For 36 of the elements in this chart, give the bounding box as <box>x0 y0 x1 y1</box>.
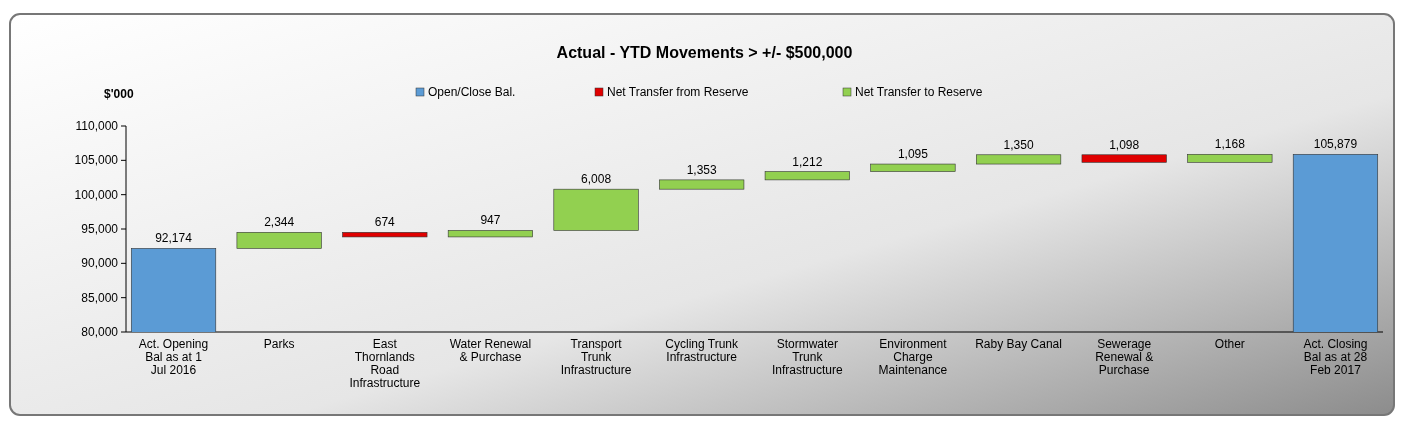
data-label: 1,212 <box>792 154 823 169</box>
y-tick-label: 95,000 <box>81 222 119 236</box>
data-label: 1,095 <box>897 147 929 162</box>
x-tick-label: Water Renewal & Purchase <box>449 337 532 364</box>
y-tick-label: 100,000 <box>74 187 119 202</box>
chart-title: Actual - YTD Movements > +/- $500,000 <box>556 44 853 61</box>
y-tick-label: 105,000 <box>74 153 119 168</box>
data-label: 92,174 <box>155 231 193 246</box>
x-tick-label: Other <box>1214 337 1245 351</box>
x-tick-label: Cycling Trunk Infrastructure <box>665 337 740 364</box>
data-label: 674 <box>374 215 396 230</box>
x-tick-label: Sewerage Renewal & Purchase <box>1095 337 1154 377</box>
data-label: 6,008 <box>581 172 612 187</box>
data-label: 1,098 <box>1109 137 1140 152</box>
y-axis-title: $'000 <box>104 87 134 101</box>
data-label: 947 <box>480 213 501 228</box>
y-tick-label: 85,000 <box>81 290 119 305</box>
x-tick-label: East Thornlands Road Infrastructure <box>349 337 421 390</box>
x-tick-label: Act. Opening Bal as at 1 Jul 2016 <box>138 337 209 377</box>
legend-label: Open/Close Bal. <box>428 85 516 99</box>
data-label: 1,353 <box>686 162 718 177</box>
y-tick-label: 80,000 <box>81 325 119 339</box>
x-tick-label: Act. Closing Bal as at 28 Feb 2017 <box>1303 337 1368 377</box>
x-tick-label: Raby Bay Canal <box>975 337 1062 351</box>
x-tick-label: Transport Trunk Infrastructure <box>560 337 632 377</box>
y-tick-label: 110,000 <box>75 119 119 133</box>
data-label: 1,168 <box>1214 137 1246 152</box>
x-tick-label: Parks <box>263 337 295 351</box>
legend-label: Net Transfer to Reserve <box>855 85 983 99</box>
data-label: 2,344 <box>264 215 295 230</box>
data-label: 105,879 <box>1313 137 1358 152</box>
legend-label: Net Transfer from Reserve <box>607 85 749 99</box>
y-tick-label: 90,000 <box>81 256 119 271</box>
x-tick-label: Stormwater Trunk Infrastructure <box>771 337 843 377</box>
x-tick-label: Environment Charge Maintenance <box>878 337 948 377</box>
data-label: 1,350 <box>1003 137 1034 152</box>
